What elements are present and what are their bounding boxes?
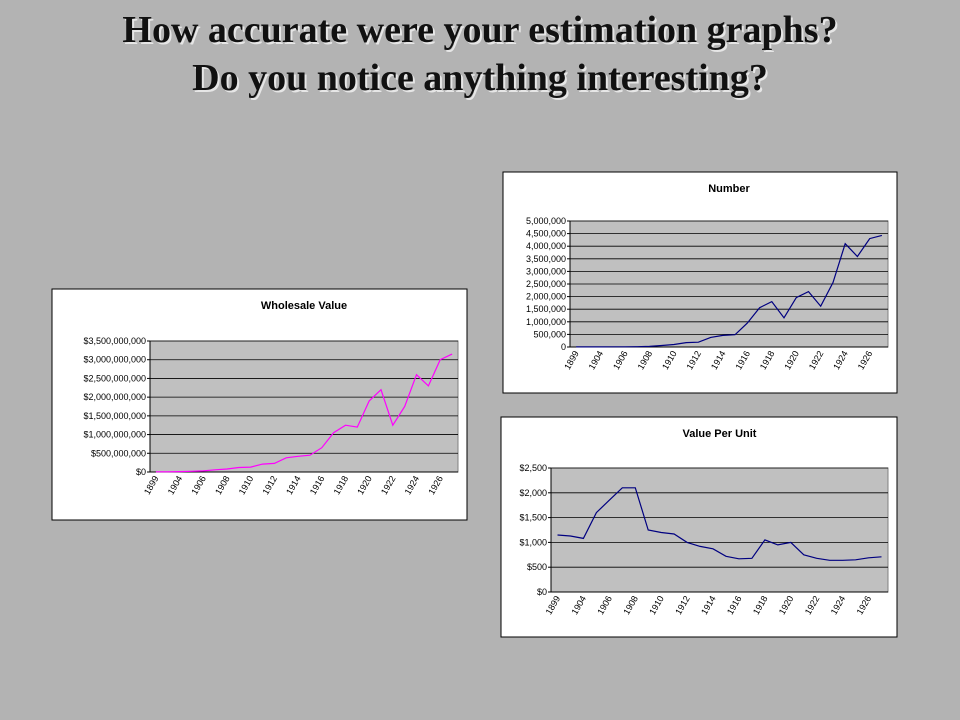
- y-tick-label: 4,500,000: [526, 229, 566, 239]
- y-tick-label: $1,000: [519, 537, 547, 547]
- y-tick-label: 3,000,000: [526, 266, 566, 276]
- y-tick-label: 1,000,000: [526, 317, 566, 327]
- y-tick-label: $500,000,000: [91, 448, 146, 458]
- slide-title: Do you notice anything interesting?: [192, 57, 768, 99]
- chart: Number 0 500,000 1,000,000 1,500,000 2,000,00…: [502, 171, 898, 394]
- y-tick-label: $1,000,000,000: [83, 430, 146, 440]
- y-tick-label: 3,500,000: [526, 254, 566, 264]
- data-line: [576, 234, 883, 348]
- y-tick-label: 5,000,000: [526, 216, 566, 226]
- y-tick-label: $2,500: [519, 463, 547, 473]
- data-line: [155, 353, 453, 473]
- y-tick-label: $2,000: [519, 488, 547, 498]
- chart-title: Value Per Unit: [683, 428, 757, 440]
- y-tick-label: $0: [537, 587, 547, 597]
- y-tick-label: $1,500: [519, 513, 547, 523]
- y-tick-label: $500: [527, 562, 547, 572]
- y-tick-label: $2,000,000,000: [83, 392, 146, 402]
- chart: Value Per Unit $0 $500 $1,000 $1,500 $2,000 $2…: [500, 416, 898, 638]
- y-tick-label: $1,500,000,000: [83, 411, 146, 421]
- y-tick-label: 2,500,000: [526, 279, 566, 289]
- plot-area: [149, 340, 459, 473]
- y-tick-label: $3,000,000,000: [83, 355, 146, 365]
- y-tick-label: 4,000,000: [526, 241, 566, 251]
- y-tick-label: 1,500,000: [526, 304, 566, 314]
- plot-area: [550, 467, 889, 593]
- y-tick-label: $0: [136, 467, 146, 477]
- chart-title: Wholesale Value: [261, 300, 347, 312]
- y-tick-label: $2,500,000,000: [83, 373, 146, 383]
- slide-title: How accurate were your estimation graphs…: [122, 9, 838, 51]
- chart: Wholesale Value $0 $500,000,000 $1,000,000,…: [51, 288, 468, 521]
- chart-title: Number: [708, 183, 750, 195]
- data-line: [557, 487, 882, 561]
- y-tick-label: 2,000,000: [526, 292, 566, 302]
- y-tick-label: 0: [561, 342, 566, 352]
- y-tick-label: $3,500,000,000: [83, 336, 146, 346]
- y-tick-label: 500,000: [533, 329, 566, 339]
